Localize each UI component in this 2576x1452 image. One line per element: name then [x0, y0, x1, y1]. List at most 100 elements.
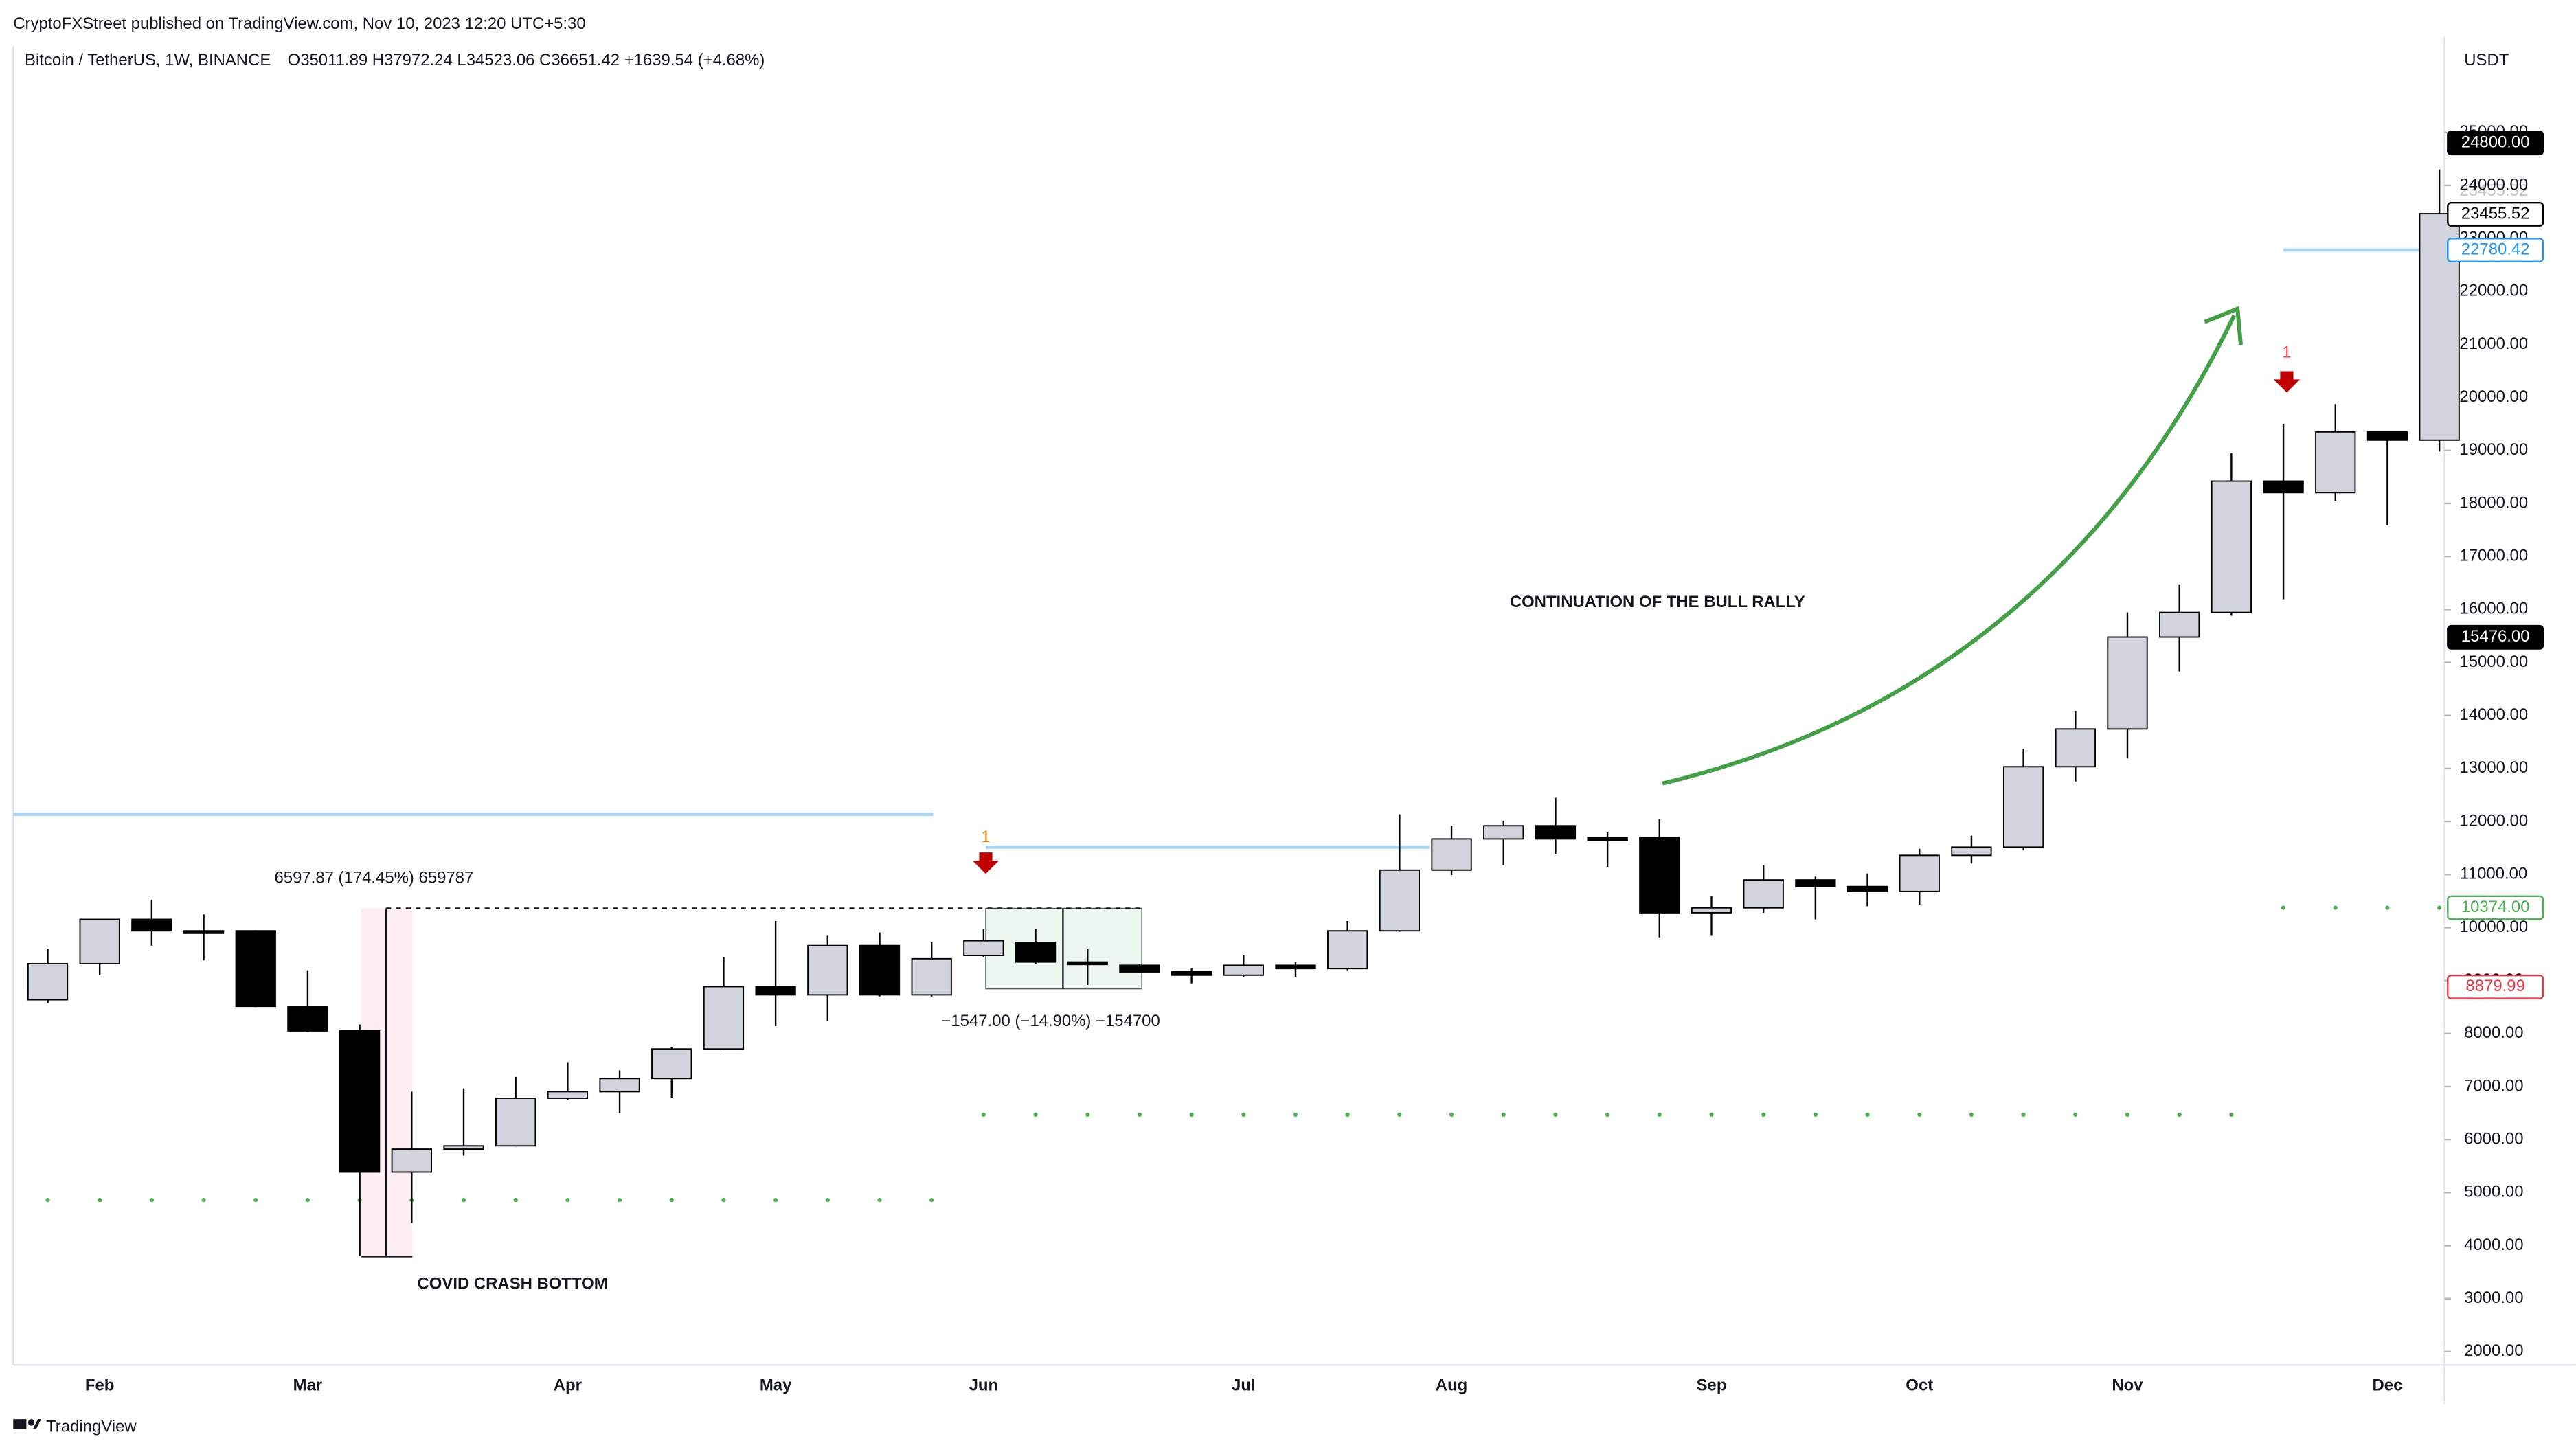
- price-label: 10374.00: [2461, 898, 2530, 916]
- y-tick-label: 20000.00: [2459, 387, 2528, 406]
- signal-label: 1: [981, 828, 990, 846]
- candle-body: [1431, 838, 1472, 871]
- candle-body: [131, 918, 172, 932]
- y-tick-label: 22000.00: [2459, 282, 2528, 300]
- candle-body: [1275, 964, 1316, 970]
- candle-body: [859, 944, 901, 996]
- y-tick-label: 11000.00: [2460, 865, 2527, 883]
- level-dot: [149, 1198, 154, 1203]
- candle-body: [2263, 480, 2304, 494]
- tv-logo: [13, 1419, 41, 1429]
- y-tick-label: 14000.00: [2459, 705, 2528, 724]
- level-dot: [1709, 1112, 1714, 1118]
- y-tick-label: 17000.00: [2459, 547, 2528, 565]
- measure-label: −1547.00 (−14.90%) −154700: [941, 1012, 1160, 1030]
- level-dot: [721, 1198, 726, 1203]
- level-dot: [981, 1112, 986, 1118]
- price-label-box: [2447, 202, 2544, 227]
- level-dot: [1657, 1112, 1662, 1118]
- candle-body: [755, 986, 796, 996]
- candle-body: [1067, 961, 1108, 966]
- y-tick-label: 16000.00: [2459, 600, 2528, 618]
- price-label: 22780.42: [2461, 240, 2530, 258]
- y-tick-label: 3000.00: [2464, 1289, 2523, 1307]
- candle-body: [1951, 846, 1992, 857]
- level-dot: [825, 1198, 830, 1203]
- x-tick-label: May: [760, 1376, 792, 1395]
- level-dot: [1241, 1112, 1246, 1118]
- candle-body: [599, 1078, 640, 1093]
- candle-body: [183, 930, 225, 934]
- level-dot: [1761, 1112, 1766, 1118]
- candle-body: [1795, 879, 1836, 887]
- candle-body: [2002, 766, 2044, 848]
- level-dot: [1397, 1112, 1402, 1118]
- level-dot: [253, 1198, 258, 1203]
- candle-body: [1483, 825, 1524, 840]
- price-label-ghost: 23455.52: [2459, 181, 2528, 200]
- level-dot: [1553, 1112, 1558, 1118]
- candle-body: [2159, 611, 2200, 638]
- level-dot: [877, 1198, 882, 1203]
- currency: USDT: [2464, 51, 2509, 69]
- x-tick-label: Mar: [293, 1376, 323, 1395]
- price-label: 23455.52: [2461, 204, 2530, 223]
- price-label-box: [2447, 624, 2544, 650]
- x-tick-label: Nov: [2112, 1376, 2143, 1395]
- level-dot: [2333, 905, 2338, 910]
- price-label-box: [2447, 974, 2544, 999]
- candle-body: [79, 918, 120, 964]
- trend-arrow-head: [2204, 306, 2243, 345]
- x-tick-label: Feb: [85, 1376, 115, 1395]
- y-tick-label: 12000.00: [2459, 811, 2528, 830]
- annotation: CONTINUATION OF THE BULL RALLY: [1510, 593, 1805, 611]
- candle-body: [911, 957, 952, 996]
- candle-body: [287, 1006, 328, 1032]
- level-dot: [98, 1198, 102, 1203]
- level-dot: [2021, 1112, 2026, 1118]
- level-dot: [1969, 1112, 1974, 1118]
- candle-body: [1587, 837, 1628, 841]
- price-label-box: [2447, 238, 2544, 263]
- x-tick-label: Aug: [1436, 1376, 1467, 1395]
- price-label: 15476.00: [2461, 627, 2530, 646]
- level-dot: [1293, 1112, 1298, 1118]
- level-dot: [1917, 1112, 1922, 1118]
- level-dot: [2177, 1112, 2182, 1118]
- candle-body: [1691, 907, 1732, 914]
- level-dot: [1865, 1112, 1870, 1118]
- level-dot: [565, 1198, 570, 1203]
- level-dot: [1813, 1112, 1818, 1118]
- y-tick-label: 21000.00: [2459, 334, 2528, 353]
- publisher: CryptoFXStreet published on TradingView.…: [13, 14, 585, 33]
- level-dot: [45, 1198, 50, 1203]
- level-dot: [2385, 905, 2390, 910]
- candle-body: [443, 1145, 484, 1150]
- x-tick-label: Dec: [2373, 1376, 2403, 1395]
- y-tick-label: 10000.00: [2459, 918, 2528, 936]
- price-label: 24800.00: [2461, 133, 2530, 152]
- level-dot: [773, 1198, 778, 1203]
- x-tick-label: Jul: [1232, 1376, 1256, 1395]
- level-dot: [617, 1198, 622, 1203]
- level-dot: [1189, 1112, 1194, 1118]
- annotation: COVID CRASH BOTTOM: [418, 1274, 608, 1293]
- candle-body: [1379, 869, 1421, 932]
- candle-body: [1743, 879, 1784, 909]
- level-dot: [461, 1198, 466, 1203]
- candle-body: [235, 930, 276, 1008]
- level-dot: [1345, 1112, 1350, 1118]
- candle-body: [2055, 728, 2096, 768]
- candle-body: [339, 1030, 381, 1173]
- candle-body: [1639, 837, 1680, 914]
- level-dot: [1085, 1112, 1090, 1118]
- candle-body: [2315, 431, 2356, 494]
- y-tick-label: 2000.00: [2464, 1341, 2523, 1360]
- candle-body: [2211, 480, 2252, 613]
- level-dot: [929, 1198, 934, 1203]
- candle-body: [1899, 854, 1940, 892]
- candle-body: [1327, 930, 1368, 970]
- candle-body: [495, 1098, 536, 1147]
